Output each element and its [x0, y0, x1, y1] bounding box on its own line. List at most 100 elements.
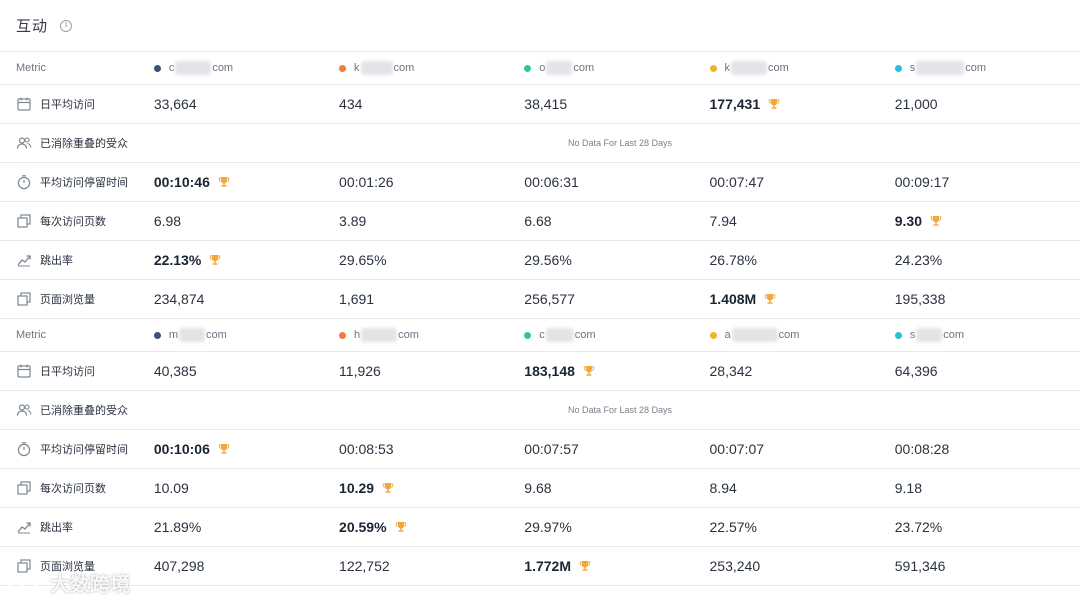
- site-name-prefix: s: [909, 62, 916, 74]
- metric-value-cell: 00:10:06: [154, 441, 339, 457]
- users-icon: [16, 404, 32, 416]
- metric-value-cell: 64,396: [895, 363, 1080, 379]
- site-name-suffix: com: [398, 329, 419, 341]
- metric-value-cell: 6.98: [154, 213, 339, 229]
- metric-label-cell: 已消除重叠的受众: [0, 135, 154, 151]
- site-name-prefix: s: [909, 329, 916, 341]
- site-column-header[interactable]: h com: [339, 328, 524, 342]
- watermark: 大数跨境: [8, 568, 130, 597]
- metric-value-cell: 9.18: [895, 480, 1080, 496]
- site-column-header[interactable]: c com: [524, 328, 709, 342]
- metric-value: 434: [339, 96, 363, 112]
- pages-icon: [17, 292, 31, 306]
- metric-value-cell: 10.29: [339, 480, 524, 496]
- table-row: 页面浏览量 407,298 122,752 1.772M 253,240 591,346: [0, 547, 1080, 586]
- site-column-header[interactable]: o com: [524, 61, 709, 75]
- metric-value: 591,346: [894, 558, 946, 574]
- site-column-header[interactable]: m com: [153, 328, 339, 342]
- metric-label-cell: 每次访问页数: [0, 213, 154, 229]
- metric-value: 407,298: [153, 558, 205, 574]
- metric-value: 00:07:07: [709, 441, 765, 457]
- metric-value-cell: 8.94: [710, 480, 895, 496]
- metric-value: 256,577: [524, 291, 575, 307]
- metric-value-cell: 10.09: [154, 480, 339, 496]
- metric-value-cell: 00:06:31: [524, 174, 709, 190]
- metric-label-cell: 跳出率: [0, 519, 154, 535]
- table-row: 日平均访问 40,385 11,926 183,148 28,342 64,396: [0, 352, 1080, 391]
- metric-value: 00:08:28: [894, 441, 950, 457]
- metric-value: 20.59%: [339, 519, 387, 535]
- redacted-domain: [916, 328, 943, 342]
- metric-label-cell: 平均访问停留时间: [0, 441, 154, 457]
- redacted-domain: [178, 328, 205, 342]
- series-color-dot: [709, 64, 717, 72]
- site-column-header[interactable]: s com: [894, 61, 1080, 75]
- metric-value-cell: 591,346: [895, 558, 1080, 574]
- metric-value: 9.18: [894, 480, 922, 496]
- metric-value-cell: 234,874: [154, 291, 339, 307]
- table-row: 已消除重叠的受众 No Data For Last 28 Days: [0, 391, 1080, 430]
- metric-label: 平均访问停留时间: [40, 444, 128, 456]
- metric-value: 253,240: [709, 558, 761, 574]
- redacted-domain: [731, 328, 778, 342]
- metric-value-cell: 26.78%: [710, 252, 895, 268]
- metric-value: 1.772M: [524, 558, 571, 574]
- metric-value: 26.78%: [709, 252, 757, 268]
- calendar-icon: [17, 364, 31, 378]
- info-icon[interactable]: i: [60, 19, 73, 32]
- metric-value-cell: 6.68: [524, 213, 709, 229]
- metric-value: 1.408M: [709, 291, 757, 307]
- site-column-header[interactable]: k com: [339, 61, 524, 75]
- metric-value-cell: 177,431: [710, 96, 895, 112]
- site-column-header[interactable]: k com: [709, 61, 895, 75]
- bounce-icon: [17, 255, 31, 267]
- metric-value: 29.65%: [339, 252, 387, 268]
- metric-value: 21,000: [894, 96, 938, 112]
- metric-label-cell: 页面浏览量: [0, 558, 154, 574]
- redacted-domain: [731, 61, 768, 75]
- metric-value-cell: 00:07:57: [524, 441, 709, 457]
- metric-label-cell: 每次访问页数: [0, 480, 154, 496]
- pages-icon: [17, 559, 31, 573]
- site-column-header[interactable]: a com: [709, 328, 895, 342]
- metric-value: 22.13%: [153, 252, 202, 268]
- metric-value-cell: 00:08:28: [895, 441, 1080, 457]
- metric-value-cell: 00:07:07: [710, 441, 895, 457]
- metric-value-cell: 183,148: [524, 363, 709, 379]
- metric-value: 00:08:53: [339, 441, 394, 457]
- metric-label-cell: 日平均访问: [0, 363, 154, 379]
- metric-value: 10.29: [339, 480, 375, 496]
- metric-value-cell: 7.94: [710, 213, 895, 229]
- metric-value-cell: 29.97%: [524, 519, 709, 535]
- series-color-dot: [524, 64, 532, 72]
- site-name-prefix: c: [539, 329, 545, 341]
- trophy-icon: [930, 216, 942, 226]
- site-column-header[interactable]: s com: [894, 328, 1080, 342]
- metric-value: 9.30: [894, 213, 922, 229]
- metric-value-cell: 24.23%: [895, 252, 1080, 268]
- metric-value: 11,926: [339, 363, 381, 379]
- table-row: 跳出率 21.89% 20.59% 29.97% 22.57% 23.72%: [0, 508, 1080, 547]
- timer-icon: [17, 175, 31, 190]
- metric-value-cell: 40,385: [154, 363, 339, 379]
- site-column-header[interactable]: c com: [153, 61, 339, 75]
- metric-value-cell: 1.772M: [524, 558, 709, 574]
- section-header: 互动 i: [0, 0, 1080, 52]
- metric-label: 跳出率: [40, 522, 73, 534]
- table-row: 日平均访问 33,664 434 38,415 177,431 21,000: [0, 85, 1080, 124]
- site-name-prefix: o: [539, 62, 546, 74]
- metric-value: 10.09: [153, 480, 189, 496]
- metric-value-cell: 33,664: [154, 96, 339, 112]
- table-row: 页面浏览量 234,874 1,691 256,577 1.408M 195,338: [0, 280, 1080, 319]
- metric-value: 33,664: [153, 96, 197, 112]
- watermark-logo-icon: [8, 574, 39, 591]
- metric-value-cell: 29.65%: [339, 252, 524, 268]
- site-name-suffix: com: [212, 62, 234, 74]
- series-color-dot: [339, 64, 347, 72]
- site-name-suffix: com: [943, 329, 965, 341]
- metric-value-cell: 29.56%: [524, 252, 709, 268]
- metric-value: 195,338: [894, 291, 946, 307]
- users-icon: [16, 137, 32, 149]
- trophy-icon: [218, 177, 230, 187]
- metric-value: 9.68: [524, 480, 552, 496]
